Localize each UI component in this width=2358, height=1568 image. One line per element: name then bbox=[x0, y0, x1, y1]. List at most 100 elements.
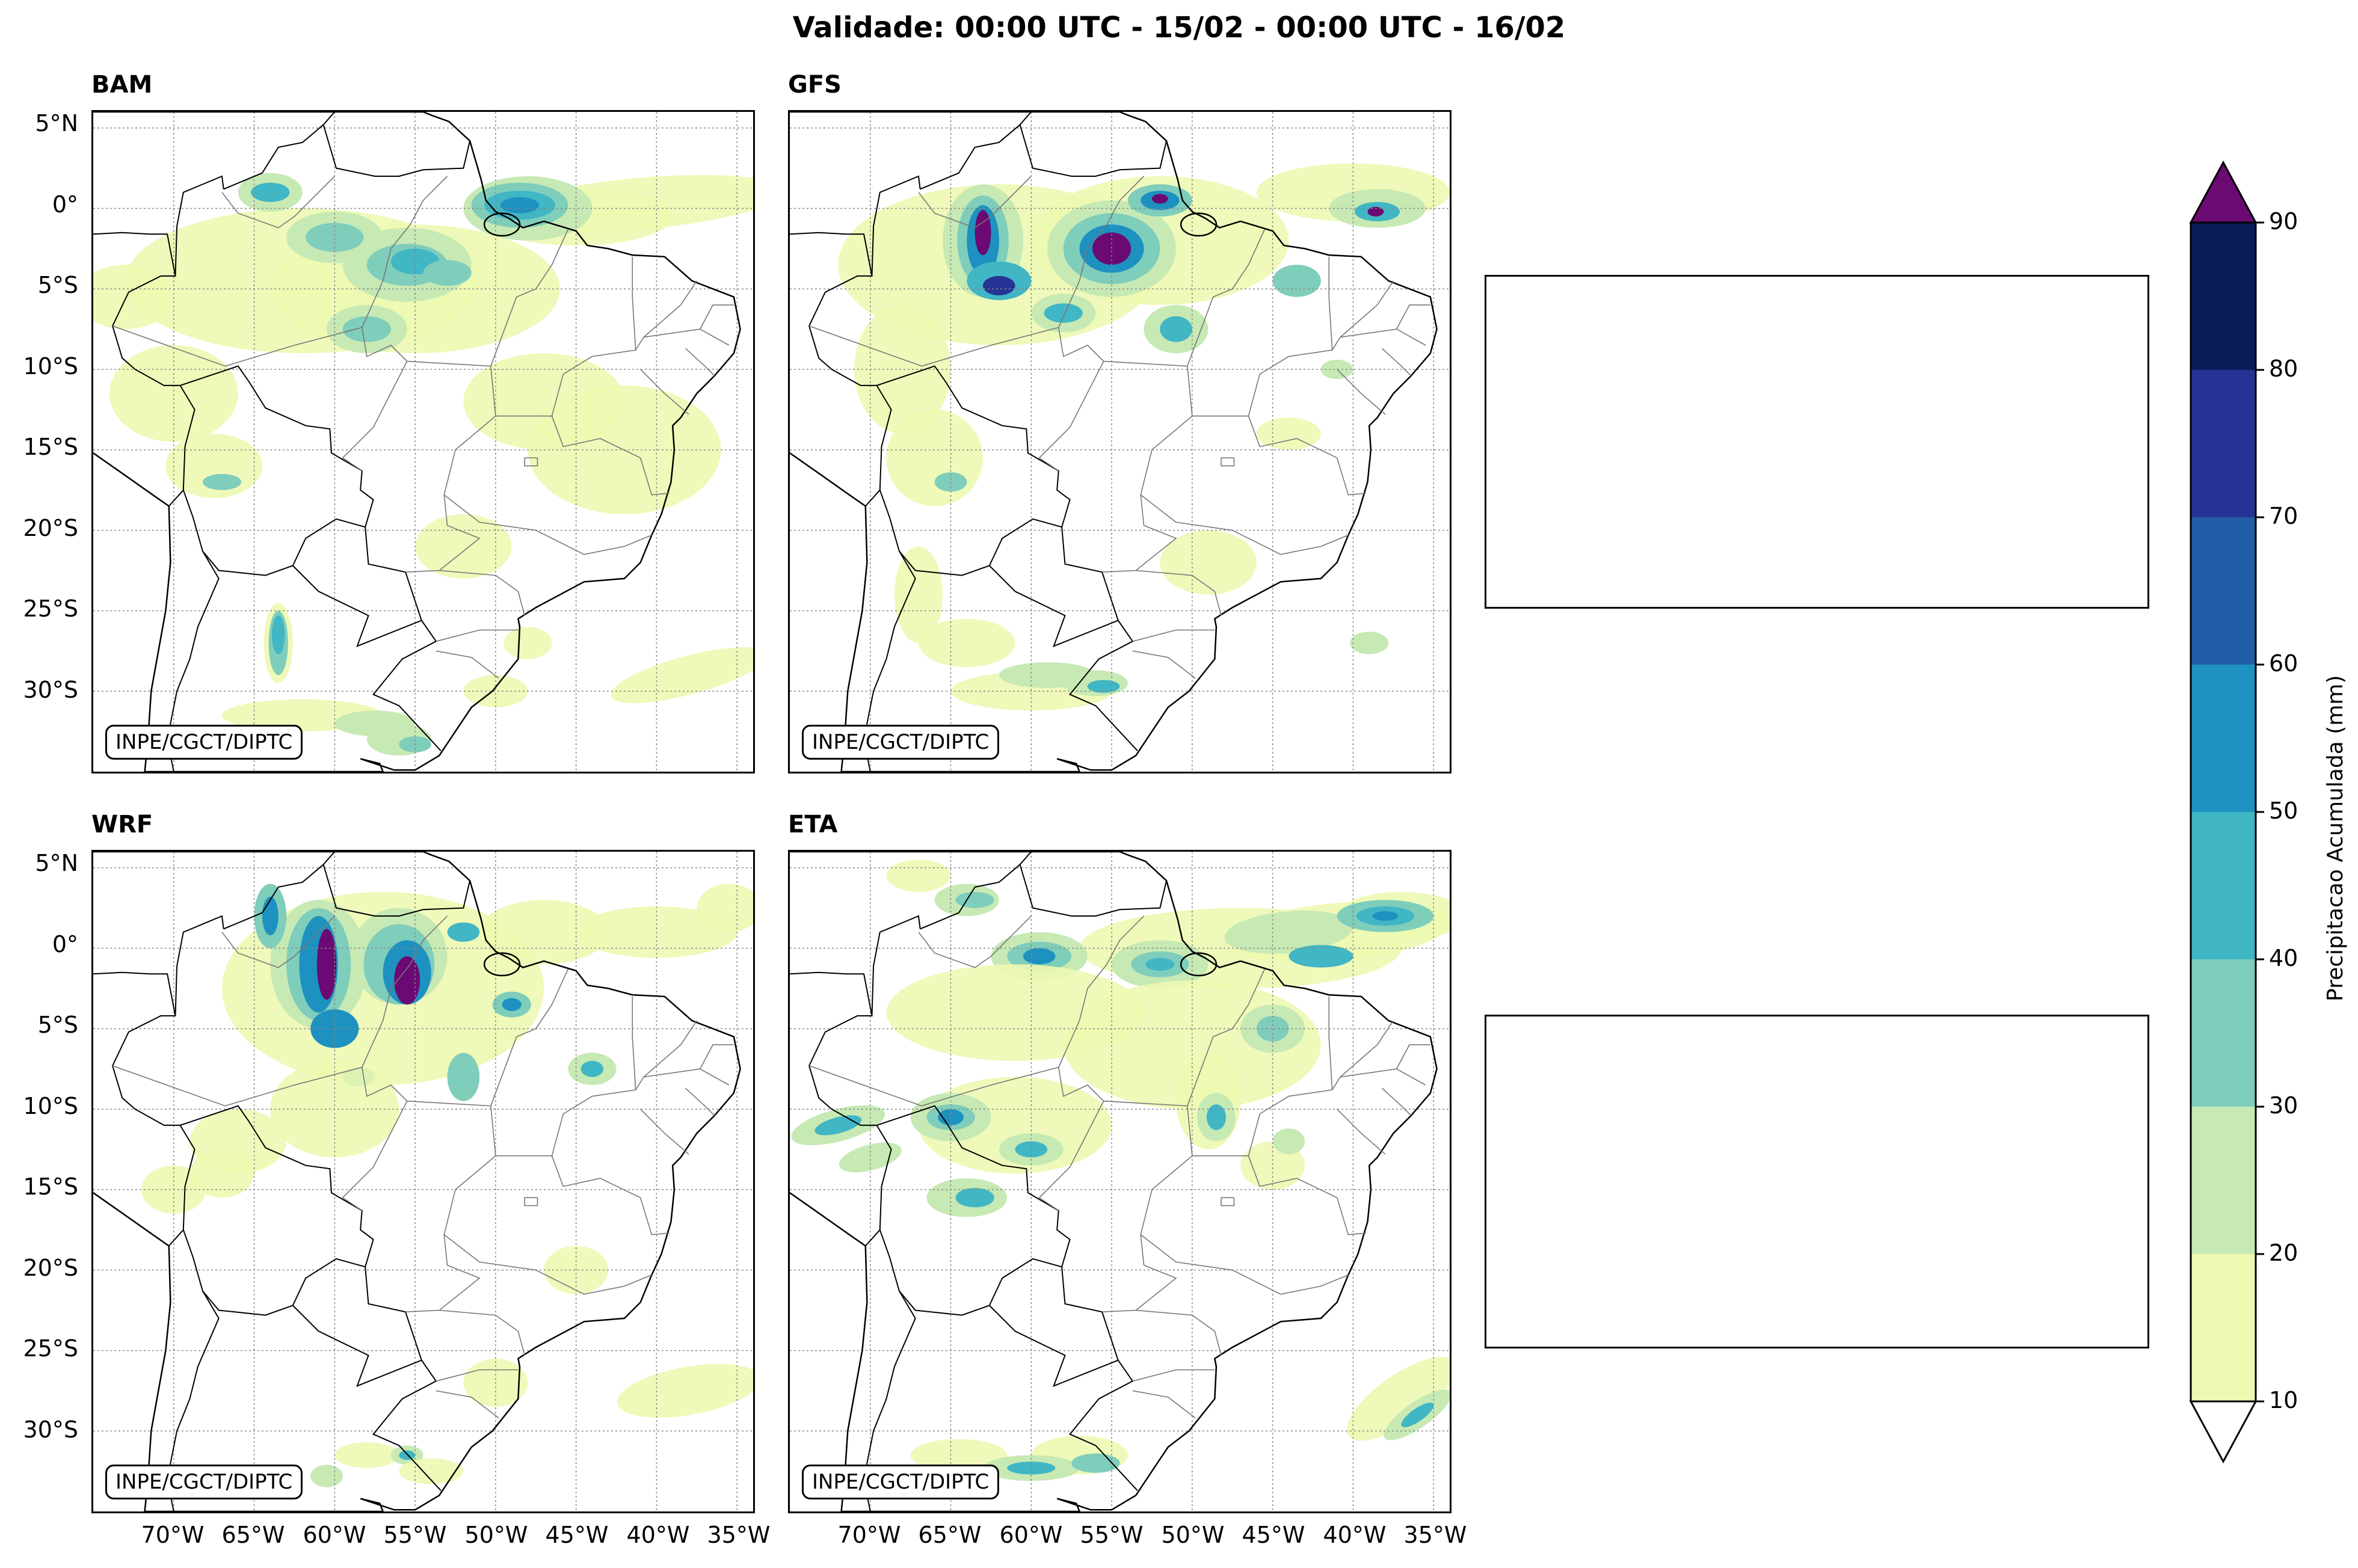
country-border bbox=[372, 1359, 442, 1491]
precip-cell bbox=[886, 859, 951, 892]
precip-cell bbox=[251, 182, 290, 202]
country-border bbox=[1019, 864, 1168, 917]
precip-cell bbox=[399, 1450, 416, 1460]
precip-cell bbox=[1372, 911, 1399, 921]
precip-cell bbox=[814, 1115, 862, 1136]
precip-layer bbox=[838, 163, 1450, 711]
precip-cell bbox=[1015, 1141, 1048, 1158]
precip-cell bbox=[854, 305, 951, 434]
map-eta bbox=[790, 852, 1450, 1511]
lon-label: 45°W bbox=[1242, 1522, 1305, 1548]
lat-label: 5°S bbox=[37, 272, 78, 298]
country-border bbox=[871, 175, 921, 276]
precip-cell bbox=[919, 618, 1015, 668]
precip-cell bbox=[1367, 206, 1384, 217]
coastline bbox=[93, 112, 741, 772]
state-border bbox=[439, 1309, 525, 1356]
colorbar bbox=[2189, 160, 2264, 1464]
state-border bbox=[1396, 304, 1430, 330]
lat-label: 30°S bbox=[23, 1416, 78, 1443]
precip-cell bbox=[500, 197, 540, 214]
state-border bbox=[443, 1155, 652, 1295]
precip-cell bbox=[262, 896, 279, 936]
lat-label: 5°S bbox=[37, 1012, 78, 1038]
lat-label: 20°S bbox=[23, 1255, 78, 1281]
precip-layer bbox=[93, 173, 753, 756]
state-border bbox=[640, 1108, 689, 1155]
country-border bbox=[174, 175, 224, 276]
colorbar-label: Precipitacao Acumulada (mm) bbox=[2323, 675, 2348, 1001]
country-border bbox=[876, 1105, 1071, 1316]
precip-cell bbox=[934, 472, 967, 492]
country-border bbox=[322, 125, 471, 177]
precip-cell bbox=[974, 210, 991, 256]
precip-cell bbox=[272, 615, 285, 654]
precip-cell bbox=[580, 1060, 604, 1077]
country-border bbox=[93, 232, 195, 507]
country-border bbox=[989, 527, 1119, 648]
precip-cell bbox=[109, 345, 238, 442]
marajo-island bbox=[483, 952, 521, 977]
colorbar-tick-label: 60 bbox=[2269, 650, 2298, 677]
lat-label: 10°S bbox=[23, 1093, 78, 1119]
country-border bbox=[876, 365, 1071, 576]
state-border bbox=[1132, 1390, 1196, 1419]
map-bam bbox=[93, 112, 753, 772]
state-border bbox=[342, 1101, 408, 1211]
colorbar-segment bbox=[2191, 517, 2256, 665]
state-border bbox=[685, 1087, 715, 1116]
state-border bbox=[1058, 915, 1145, 1068]
precip-cell bbox=[447, 922, 480, 942]
precip-cell bbox=[306, 223, 364, 252]
state-border bbox=[551, 1155, 670, 1235]
lat-label: 0° bbox=[52, 191, 78, 218]
gridlines bbox=[93, 112, 753, 772]
country-border bbox=[180, 1105, 374, 1316]
lat-label: 25°S bbox=[23, 1335, 78, 1362]
precip-cell bbox=[202, 474, 242, 490]
precip-cell bbox=[1224, 910, 1353, 954]
state-border bbox=[1396, 1044, 1430, 1069]
lon-label: 65°W bbox=[918, 1522, 982, 1548]
map-gfs bbox=[790, 112, 1450, 772]
panel-title-gfs: GFS bbox=[788, 71, 842, 99]
precip-layer bbox=[141, 884, 753, 1487]
lon-label: 60°W bbox=[303, 1522, 366, 1548]
coastline bbox=[790, 852, 1438, 1511]
state-border bbox=[405, 494, 481, 573]
state-border bbox=[490, 229, 569, 366]
precip-cell bbox=[1145, 958, 1175, 971]
precip-cell bbox=[1320, 360, 1353, 380]
state-border bbox=[1382, 1087, 1412, 1116]
colorbar-segment bbox=[2191, 812, 2256, 959]
lon-label: 55°W bbox=[1080, 1522, 1144, 1548]
colorbar-tick-label: 80 bbox=[2269, 355, 2298, 382]
state-border bbox=[632, 996, 636, 1090]
lon-label: 35°W bbox=[707, 1522, 771, 1548]
colorbar-extend-max bbox=[2189, 160, 2258, 224]
lon-label: 50°W bbox=[1161, 1522, 1225, 1548]
colorbar-segment bbox=[2191, 1107, 2256, 1254]
state-border bbox=[439, 570, 525, 616]
state-border bbox=[221, 176, 335, 229]
state-border bbox=[1248, 1155, 1366, 1235]
state-border bbox=[1340, 280, 1394, 338]
country-border bbox=[93, 971, 195, 1247]
state-border bbox=[524, 1197, 538, 1207]
map-panel-wrf: INPE/CGCT/DIPTC bbox=[91, 850, 755, 1513]
country-border bbox=[180, 365, 374, 576]
precip-cell bbox=[415, 514, 512, 579]
state-border bbox=[1058, 176, 1145, 328]
lon-label: 70°W bbox=[837, 1522, 901, 1548]
state-border bbox=[699, 1044, 734, 1069]
country-border bbox=[322, 864, 471, 917]
lon-label: 65°W bbox=[221, 1522, 285, 1548]
map-panel-gfs: INPE/CGCT/DIPTC bbox=[788, 110, 1451, 773]
country-border bbox=[1019, 125, 1168, 177]
precip-cell bbox=[316, 929, 337, 1000]
country-border bbox=[292, 1267, 423, 1388]
precip-cell bbox=[1160, 316, 1192, 342]
state-border bbox=[1328, 996, 1333, 1090]
colorbar-extend-min bbox=[2189, 1400, 2258, 1464]
precip-cell bbox=[1350, 632, 1389, 654]
